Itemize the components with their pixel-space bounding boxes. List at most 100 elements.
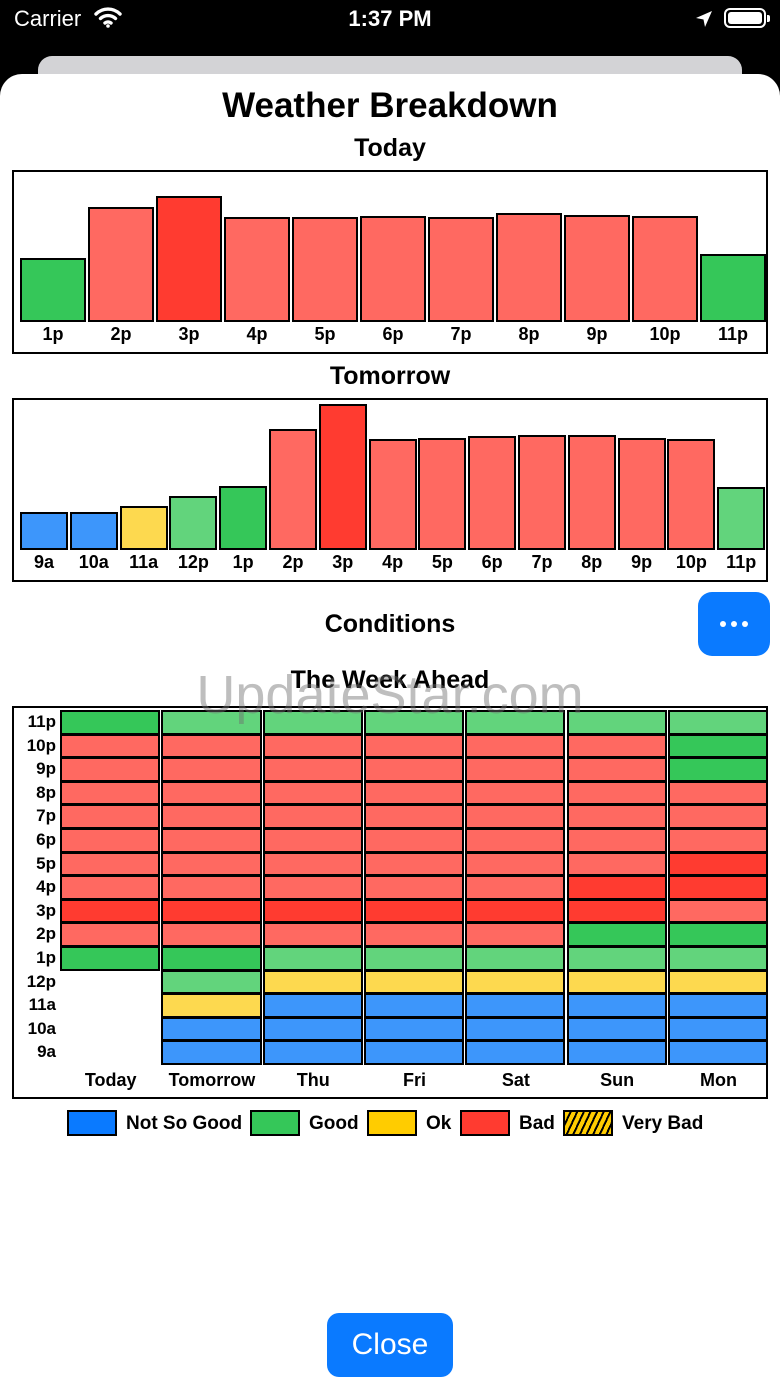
legend-label: Not So Good bbox=[126, 1113, 243, 1134]
week-cell bbox=[363, 733, 465, 759]
week-row-label: 3p bbox=[36, 900, 56, 920]
today-bar-9p bbox=[564, 215, 630, 322]
tomorrow-bar-11p bbox=[717, 487, 766, 550]
tomorrow-bar-11a bbox=[119, 506, 168, 550]
today-hour-label: 1p bbox=[42, 324, 64, 344]
week-cell bbox=[262, 875, 363, 900]
week-cell bbox=[465, 1016, 566, 1042]
week-cell bbox=[161, 875, 262, 900]
week-cell bbox=[161, 828, 262, 853]
week-cell bbox=[262, 1040, 363, 1065]
week-cell bbox=[465, 993, 566, 1018]
week-cell bbox=[566, 757, 667, 782]
week-cell bbox=[363, 804, 465, 829]
week-cell bbox=[161, 804, 262, 829]
week-cell bbox=[363, 898, 465, 924]
tomorrow-bar-2p bbox=[269, 429, 317, 550]
today-bar-2p bbox=[88, 207, 154, 322]
week-cell bbox=[161, 780, 262, 806]
today-bar-1p bbox=[20, 258, 86, 322]
tomorrow-bar-5p bbox=[418, 438, 467, 550]
week-cell bbox=[566, 780, 667, 806]
week-day-label: Tomorrow bbox=[168, 1070, 256, 1090]
tomorrow-bar-6p bbox=[468, 436, 517, 550]
week-cell bbox=[465, 969, 566, 995]
close-button[interactable]: Close bbox=[327, 1313, 453, 1377]
today-hour-label: 9p bbox=[586, 324, 608, 344]
legend-swatch bbox=[250, 1110, 300, 1136]
today-hour-label: 7p bbox=[450, 324, 472, 344]
week-cell bbox=[161, 1040, 262, 1065]
week-cell bbox=[363, 780, 465, 806]
week-cell bbox=[667, 898, 769, 924]
week-row-label: 6p bbox=[36, 830, 56, 849]
today-hour-label: 8p bbox=[518, 324, 540, 344]
week-cell bbox=[363, 946, 465, 971]
tomorrow-hour-label: 2p bbox=[282, 552, 304, 572]
week-day-label: Thu bbox=[296, 1070, 330, 1090]
more-options-button[interactable] bbox=[698, 592, 770, 656]
today-hour-label: 6p bbox=[382, 324, 404, 344]
today-bar-8p bbox=[496, 213, 562, 322]
tomorrow-hour-label: 11p bbox=[726, 552, 757, 572]
page-title: Weather Breakdown bbox=[222, 86, 558, 125]
tomorrow-hour-label: 1p bbox=[232, 552, 254, 572]
week-row-label: 1p bbox=[36, 948, 56, 967]
week-cell bbox=[262, 922, 363, 947]
week-cell bbox=[60, 710, 161, 735]
week-cell bbox=[667, 875, 769, 900]
week-cell bbox=[667, 804, 769, 829]
week-cell bbox=[667, 1016, 769, 1042]
week-cell bbox=[161, 922, 262, 947]
week-cell bbox=[566, 898, 667, 924]
week-cell bbox=[262, 898, 363, 924]
week-cell bbox=[465, 898, 566, 924]
week-cell bbox=[262, 993, 363, 1018]
week-cell bbox=[667, 733, 769, 759]
conditions-label: Conditions bbox=[324, 610, 456, 638]
week-cell bbox=[465, 733, 566, 759]
week-cell bbox=[60, 946, 161, 971]
week-cell bbox=[465, 875, 566, 900]
today-hour-label: 10p bbox=[649, 324, 681, 344]
week-row-label: 7p bbox=[36, 806, 56, 826]
today-bar-6p bbox=[360, 216, 426, 322]
week-cell bbox=[262, 969, 363, 995]
legend-label: Ok bbox=[426, 1113, 452, 1134]
tomorrow-hour-label: 3p bbox=[332, 552, 354, 572]
week-cell bbox=[161, 851, 262, 877]
week-cell bbox=[262, 757, 363, 782]
week-cell bbox=[60, 804, 161, 829]
week-cell bbox=[667, 946, 769, 971]
today-chart: 1p 2p 3p 4p 5p 6p 7p 8p 9p 10p 11p bbox=[12, 170, 768, 354]
week-cell bbox=[262, 733, 363, 759]
week-cell bbox=[566, 828, 667, 853]
week-cell bbox=[566, 851, 667, 877]
legend: Not So Good Good Ok Bad Very Bad bbox=[0, 1110, 780, 1140]
week-day-label: Fri bbox=[403, 1070, 427, 1090]
week-cell bbox=[465, 804, 566, 829]
today-hour-label: 5p bbox=[314, 324, 336, 344]
week-cell bbox=[363, 993, 465, 1018]
week-cell bbox=[363, 851, 465, 877]
week-cell bbox=[60, 898, 161, 924]
tomorrow-bar-3p bbox=[318, 404, 367, 550]
week-cell bbox=[363, 710, 465, 735]
tomorrow-hour-label: 7p bbox=[531, 552, 553, 572]
week-cell bbox=[262, 946, 363, 971]
week-row-label: 9p bbox=[36, 759, 56, 779]
today-hour-label: 11p bbox=[717, 324, 749, 344]
week-cell bbox=[667, 969, 769, 995]
week-cell bbox=[465, 828, 566, 853]
week-row-label: 12p bbox=[26, 971, 56, 991]
today-bar-11p bbox=[700, 254, 766, 322]
week-cell bbox=[262, 851, 363, 877]
tomorrow-hour-label: 9p bbox=[631, 552, 653, 572]
week-cell bbox=[566, 1040, 667, 1065]
today-bar-5p bbox=[292, 217, 358, 322]
tomorrow-bar-10a bbox=[69, 512, 118, 550]
week-cell bbox=[262, 710, 363, 735]
week-cell bbox=[667, 1040, 769, 1065]
week-cell bbox=[161, 946, 262, 971]
week-cell bbox=[465, 757, 566, 782]
